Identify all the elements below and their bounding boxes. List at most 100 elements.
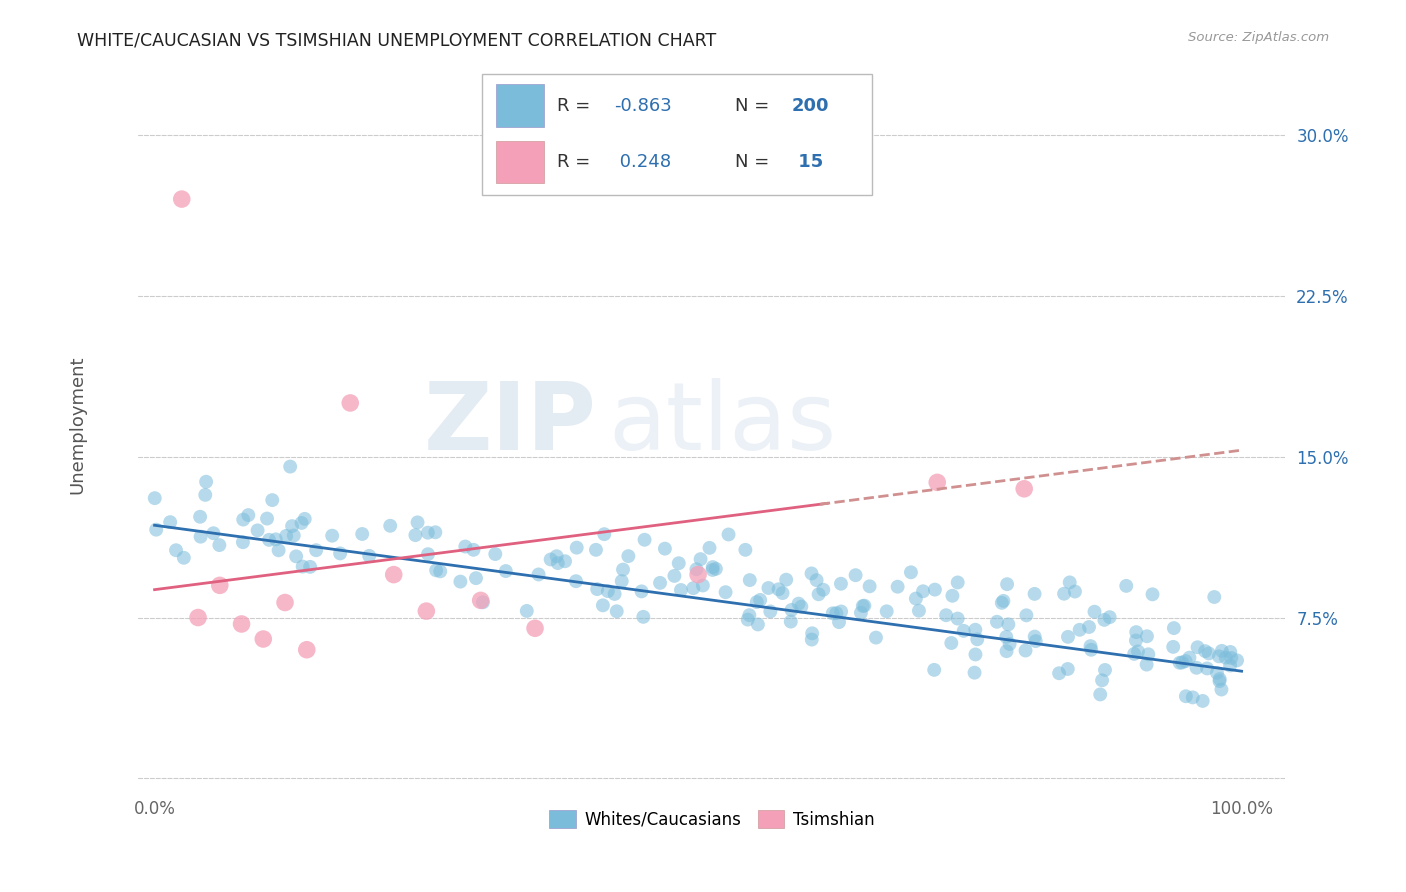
Point — [688, 567, 710, 582]
Point — [1178, 650, 1201, 665]
Point — [1123, 647, 1146, 661]
Point — [329, 546, 352, 560]
Point — [668, 556, 690, 570]
Point — [790, 599, 813, 614]
Point — [465, 571, 488, 585]
Point — [825, 606, 848, 620]
Point — [516, 604, 538, 618]
Point — [264, 533, 287, 547]
Point — [524, 621, 547, 635]
Point — [585, 542, 607, 557]
Point — [382, 567, 405, 582]
Point — [1014, 643, 1036, 657]
Point — [1211, 644, 1233, 658]
Point — [908, 604, 931, 618]
Point — [738, 608, 761, 623]
Point — [995, 644, 1018, 658]
Point — [927, 475, 949, 490]
Point — [1226, 653, 1249, 667]
Point — [586, 582, 609, 596]
Point — [692, 578, 714, 592]
Point — [1194, 644, 1216, 658]
Point — [299, 559, 322, 574]
Point — [187, 610, 209, 624]
Point — [1208, 649, 1230, 664]
Point — [606, 604, 628, 618]
Point — [617, 549, 640, 563]
Point — [664, 569, 686, 583]
Point — [546, 549, 568, 564]
Point — [699, 541, 721, 555]
Point — [352, 527, 374, 541]
Point — [1174, 690, 1197, 704]
Point — [886, 580, 908, 594]
Point — [262, 493, 284, 508]
Point — [484, 547, 506, 561]
Point — [470, 593, 492, 607]
Point — [830, 576, 852, 591]
Point — [290, 516, 312, 530]
Text: R =: R = — [557, 96, 596, 114]
Point — [1174, 654, 1197, 668]
Point — [1181, 690, 1204, 705]
Point — [495, 564, 517, 578]
Point — [1094, 663, 1116, 677]
Point — [294, 512, 316, 526]
Point — [935, 608, 957, 623]
Point — [1208, 674, 1230, 689]
Point — [845, 568, 868, 582]
Point — [779, 615, 801, 629]
Point — [527, 567, 550, 582]
Point — [565, 574, 588, 589]
Point — [471, 595, 494, 609]
Point — [1080, 642, 1102, 657]
Text: N =: N = — [734, 153, 775, 170]
Point — [1064, 584, 1087, 599]
Point — [145, 523, 167, 537]
Point — [202, 526, 225, 541]
Point — [1092, 613, 1115, 627]
Point — [821, 607, 844, 621]
Point — [780, 603, 803, 617]
Point — [359, 549, 381, 563]
Point — [285, 549, 308, 564]
Text: Source: ZipAtlas.com: Source: ZipAtlas.com — [1188, 31, 1329, 45]
Point — [1171, 656, 1194, 670]
Point — [596, 584, 619, 599]
Point — [900, 566, 922, 580]
Point — [1078, 620, 1101, 634]
Point — [995, 630, 1018, 644]
Point — [630, 584, 652, 599]
Point — [768, 582, 790, 597]
Point — [745, 595, 768, 609]
Point — [995, 577, 1018, 591]
FancyBboxPatch shape — [482, 74, 872, 194]
Point — [852, 599, 875, 613]
Point — [1219, 658, 1241, 673]
Point — [801, 626, 824, 640]
Point — [1163, 621, 1185, 635]
Point — [1056, 662, 1078, 676]
Point — [416, 547, 439, 561]
Text: 0.248: 0.248 — [614, 153, 671, 170]
Point — [807, 587, 830, 601]
Point — [1197, 661, 1219, 675]
Point — [941, 636, 963, 650]
Point — [463, 542, 485, 557]
Point — [1136, 629, 1159, 643]
Point — [986, 615, 1008, 629]
Point — [1206, 665, 1229, 680]
Point — [165, 543, 187, 558]
Point — [1047, 666, 1070, 681]
Point — [965, 623, 987, 637]
Point — [759, 605, 782, 619]
Point — [1198, 647, 1220, 661]
Point — [416, 525, 439, 540]
Point — [1125, 625, 1147, 640]
Point — [800, 566, 823, 581]
Point — [1025, 634, 1047, 648]
Point — [806, 573, 828, 587]
Point — [1191, 694, 1213, 708]
Point — [1115, 579, 1137, 593]
Point — [232, 535, 254, 549]
